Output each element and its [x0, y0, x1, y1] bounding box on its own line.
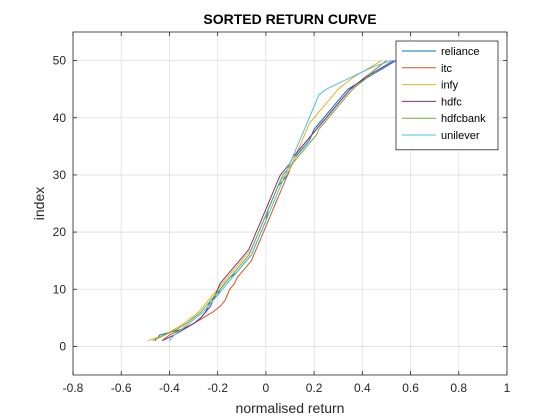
y-tick-label: 50 [53, 54, 67, 68]
y-tick-label: 30 [53, 168, 67, 182]
axes-frame [72, 31, 508, 376]
x-tick-label: -0.6 [111, 381, 132, 395]
legend-label-hdfc: hdfc [441, 96, 462, 108]
x-tick-label: 0.4 [354, 381, 371, 395]
y-tick-label: 10 [53, 282, 67, 296]
x-tick-label: -0.8 [63, 381, 84, 395]
legend-label-itc: itc [441, 63, 453, 75]
x-tick-label: 0.6 [402, 381, 419, 395]
x-tick-label: 0.8 [450, 381, 467, 395]
axis-ticks: -0.8 -0.6 -0.4 -0.2 0 0.2 0.4 0.6 0.8 10102030405… [53, 32, 511, 395]
y-axis-label: index [31, 187, 47, 220]
x-tick-label: 0.2 [306, 381, 323, 395]
series-line-unilever [169, 60, 392, 342]
x-tick-label: -0.4 [159, 381, 180, 395]
legend-label-hdfcbank: hdfcbank [441, 113, 486, 125]
x-tick-label: -0.2 [207, 381, 228, 395]
legend-label-infy: infy [441, 80, 459, 92]
y-tick-label: 20 [53, 225, 67, 239]
y-tick-label: 40 [53, 111, 67, 125]
x-tick-label: 1 [504, 381, 511, 395]
series-layer [147, 60, 397, 342]
legend-label-reliance: reliance [441, 46, 480, 58]
series-line-hdfcbank [152, 60, 387, 342]
x-axis-label: normalised return [236, 400, 345, 416]
legend: reliance itc infy hdfc hdfcbank unilever [395, 40, 499, 151]
legend-label-unilever: unilever [441, 130, 480, 142]
y-tick-label: 0 [59, 339, 66, 353]
x-tick-label: 0 [263, 381, 270, 395]
legend-box [395, 40, 499, 151]
chart-title: SORTED RETURN CURVE [203, 11, 376, 27]
